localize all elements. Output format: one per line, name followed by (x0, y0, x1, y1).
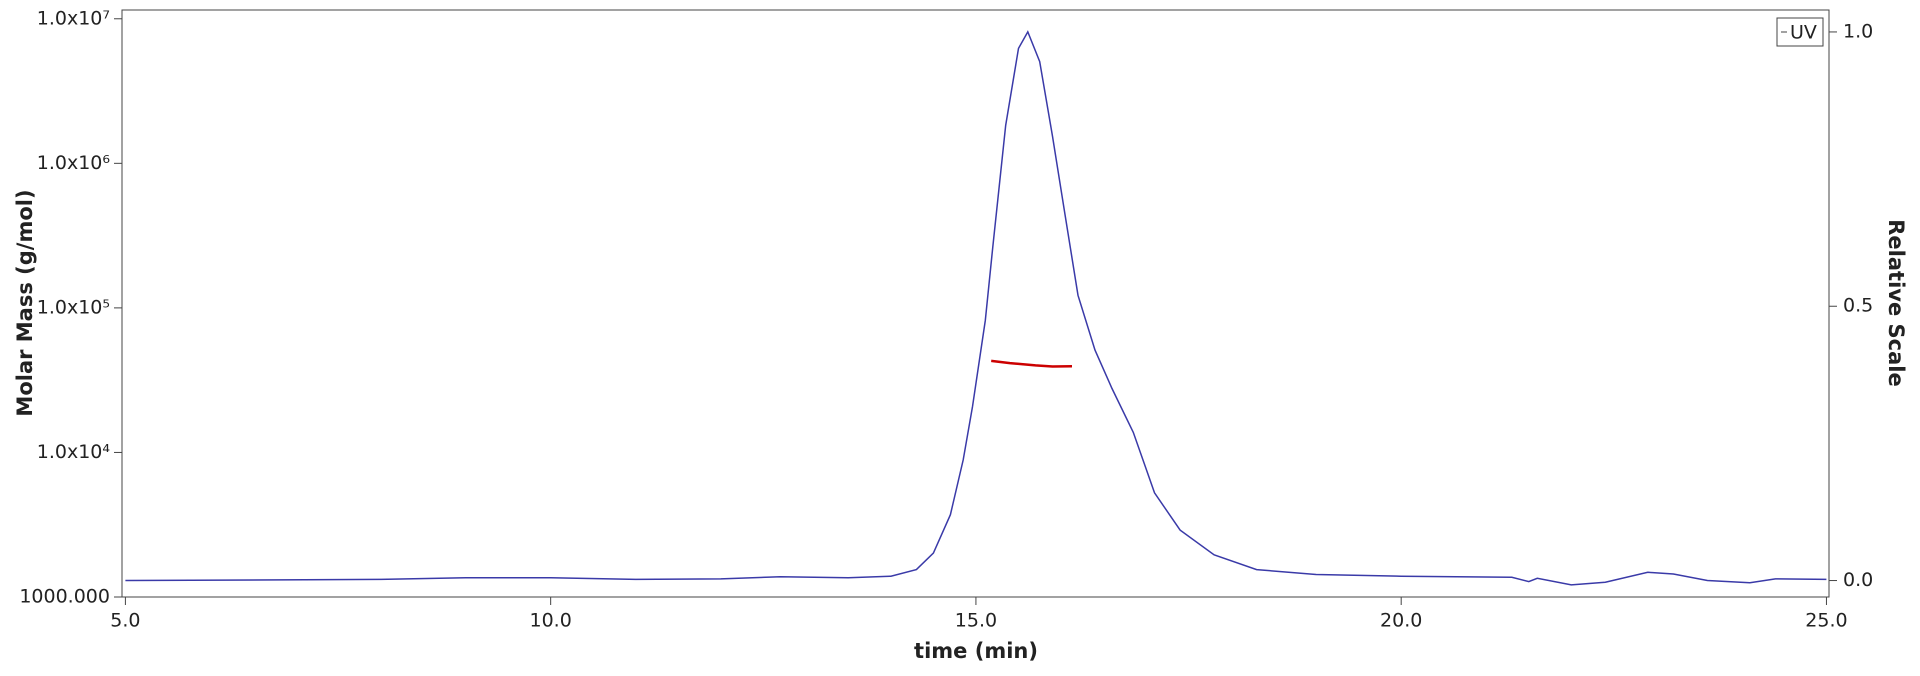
y-tick-label: 1.0x10⁵ (37, 296, 110, 318)
y-tick-label: 1000.000 (19, 586, 110, 608)
x-tick-label: 20.0 (1380, 610, 1422, 632)
series-line (991, 359, 1073, 368)
y-tick-label: 1.0x10⁶ (37, 152, 110, 174)
x-tick-label: 25.0 (1805, 610, 1847, 632)
y2-tick-label: 0.5 (1843, 295, 1873, 317)
y-axis-label: Molar Mass (g/mol) (13, 189, 37, 416)
x-axis-label: time (min) (914, 639, 1038, 663)
x-tick-label: 15.0 (955, 610, 997, 632)
legend-label: UV (1790, 22, 1817, 44)
y2-tick-label: 0.0 (1843, 569, 1873, 591)
y-tick-label: 1.0x10⁴ (37, 441, 111, 463)
y-tick-label: 1.0x10⁷ (37, 7, 110, 29)
x-tick-label: 5.0 (110, 610, 140, 632)
series-line (125, 30, 1827, 586)
plot-frame (121, 9, 1830, 598)
y2-axis-label: Relative Scale (1884, 219, 1908, 386)
x-tick-label: 10.0 (530, 610, 572, 632)
y2-tick-label: 1.0 (1843, 20, 1873, 42)
